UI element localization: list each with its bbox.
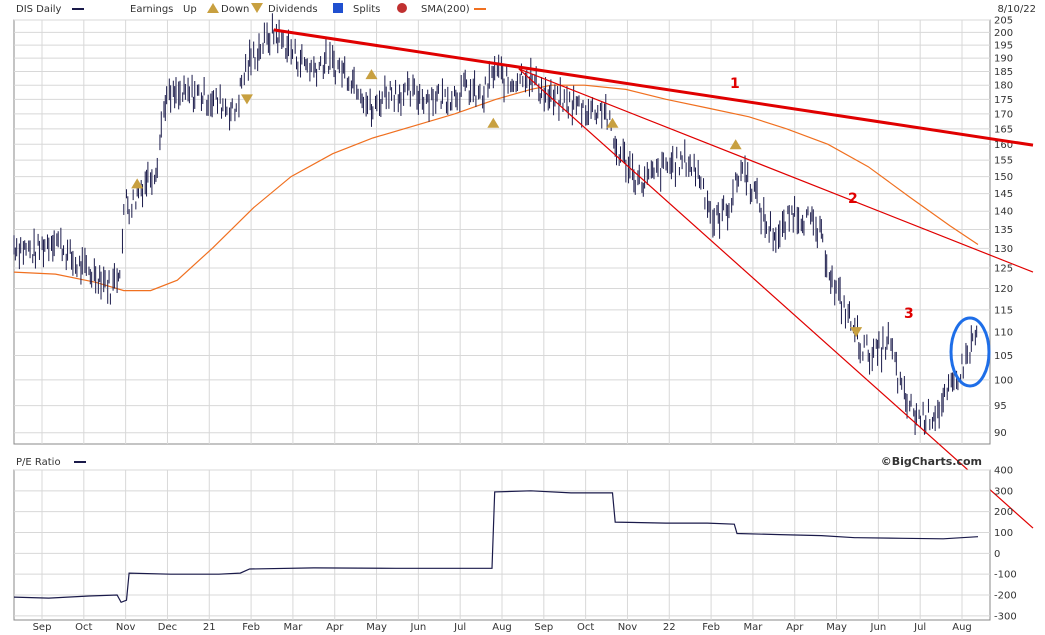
x-tick-label: Apr — [326, 622, 344, 633]
x-tick-label: Aug — [952, 622, 972, 633]
pe-y-tick-label: -300 — [994, 611, 1017, 622]
highlight-circle — [949, 316, 991, 388]
earnings-down-marker — [240, 94, 253, 105]
x-tick-label: Apr — [786, 622, 804, 633]
x-tick-label: Mar — [283, 622, 303, 633]
dividends-legend-icon — [333, 3, 343, 13]
earnings-down-legend-icon — [251, 3, 263, 13]
symbol-label: DIS Daily — [16, 4, 62, 15]
sma-200-line — [13, 84, 979, 292]
x-tick-label: 22 — [663, 622, 676, 633]
pe-y-tick-label: 400 — [994, 466, 1013, 477]
earnings-up-marker — [365, 69, 378, 80]
earnings-down-marker — [850, 327, 863, 338]
x-tick-label: Oct — [577, 622, 594, 633]
price-y-tick-label: 185 — [994, 67, 1013, 78]
price-y-tick-label: 115 — [994, 305, 1013, 316]
x-tick-label: Feb — [702, 622, 720, 633]
x-tick-label: Oct — [75, 622, 92, 633]
earnings-markers — [131, 69, 863, 338]
price-y-tick-label: 95 — [994, 401, 1007, 412]
trendline-1 — [273, 28, 1034, 147]
price-y-tick-label: 130 — [994, 244, 1013, 255]
pe-y-tick-label: 300 — [994, 486, 1013, 497]
pe-y-tick-label: 200 — [994, 507, 1013, 518]
x-axis-ticks: Sep Oct Nov Dec 21 Feb Mar Apr May Jun Jul Aug Sep Oc… — [33, 622, 972, 633]
x-tick-label: Jun — [410, 622, 427, 633]
price-y-tick-label: 160 — [994, 140, 1013, 151]
x-tick-label: Dec — [158, 622, 177, 633]
price-y-tick-label: 90 — [994, 428, 1007, 439]
price-y-tick-label: 175 — [994, 95, 1013, 106]
earnings-up-marker — [606, 117, 619, 128]
x-tick-label: Jun — [870, 622, 887, 633]
price-gridlines — [14, 19, 990, 444]
up-label: Up — [183, 4, 197, 15]
price-y-tick-label: 135 — [994, 225, 1013, 236]
earnings-label: Earnings — [130, 4, 173, 15]
earnings-up-legend-icon — [207, 3, 219, 13]
splits-label: Splits — [353, 4, 380, 15]
earnings-up-marker — [131, 178, 144, 189]
x-tick-label: Sep — [33, 622, 52, 633]
pe-label: P/E Ratio — [16, 457, 61, 468]
pe-y-tick-label: 100 — [994, 528, 1013, 539]
trendline-label-2: 2 — [848, 191, 858, 207]
price-y-tick-label: 105 — [994, 351, 1013, 362]
x-tick-label: 21 — [203, 622, 216, 633]
x-tick-label: Sep — [534, 622, 553, 633]
pe-y-tick-label: -200 — [994, 591, 1017, 602]
price-panel: 90 95 100 105 110 115 120 125 130 135 140 145 150 155… — [13, 13, 1034, 529]
header-legend: DIS Daily Earnings Up Down Dividends Spl… — [16, 3, 1036, 15]
price-y-tick-label: 125 — [994, 264, 1013, 275]
price-y-tick-label: 170 — [994, 109, 1013, 120]
price-y-ticks: 90 95 100 105 110 115 120 125 130 135 140 145 150 155… — [994, 16, 1013, 440]
earnings-up-marker — [487, 117, 500, 128]
price-y-tick-label: 190 — [994, 54, 1013, 65]
x-tick-label: Nov — [116, 622, 136, 633]
price-y-tick-label: 180 — [994, 81, 1013, 92]
price-y-tick-label: 150 — [994, 172, 1013, 183]
down-label: Down — [221, 4, 249, 15]
price-y-tick-label: 145 — [994, 189, 1013, 200]
pe-y-tick-label: -100 — [994, 570, 1017, 581]
x-tick-label: Jul — [913, 622, 926, 633]
x-tick-label: May — [366, 622, 387, 633]
trendline-2 — [518, 68, 1034, 273]
pe-y-ticks: -300 -200 -100 0 100 200 300 400 — [994, 466, 1017, 623]
trendline-3 — [518, 68, 1034, 529]
dividends-label: Dividends — [268, 4, 318, 15]
pe-ratio-line — [13, 490, 979, 604]
date-label: 8/10/22 — [997, 4, 1036, 15]
price-y-tick-label: 155 — [994, 156, 1013, 167]
x-tick-label: Feb — [242, 622, 260, 633]
x-tick-label: Aug — [492, 622, 512, 633]
x-tick-label: Jul — [453, 622, 466, 633]
price-y-tick-label: 100 — [994, 375, 1013, 386]
price-y-tick-label: 120 — [994, 284, 1013, 295]
price-y-tick-label: 195 — [994, 41, 1013, 52]
trendline-label-1: 1 — [730, 76, 740, 92]
splits-legend-icon — [397, 3, 407, 13]
trendline-label-3: 3 — [904, 306, 914, 322]
earnings-up-marker — [729, 139, 742, 150]
sma-label: SMA(200) — [421, 4, 470, 15]
trendlines — [273, 28, 1034, 529]
price-y-tick-label: 205 — [994, 16, 1013, 27]
price-y-tick-label: 165 — [994, 124, 1013, 135]
pe-y-tick-label: 0 — [994, 549, 1000, 560]
price-y-tick-label: 140 — [994, 207, 1013, 218]
x-tick-label: Mar — [743, 622, 763, 633]
x-tick-label: Nov — [618, 622, 638, 633]
price-y-tick-label: 110 — [994, 328, 1013, 339]
source-label: ©BigCharts.com — [881, 455, 982, 468]
price-y-tick-label: 200 — [994, 28, 1013, 39]
x-tick-label: May — [826, 622, 847, 633]
pe-panel: P/E Ratio -300 -200 -100 0 100 200 300 400 — [13, 457, 1017, 623]
